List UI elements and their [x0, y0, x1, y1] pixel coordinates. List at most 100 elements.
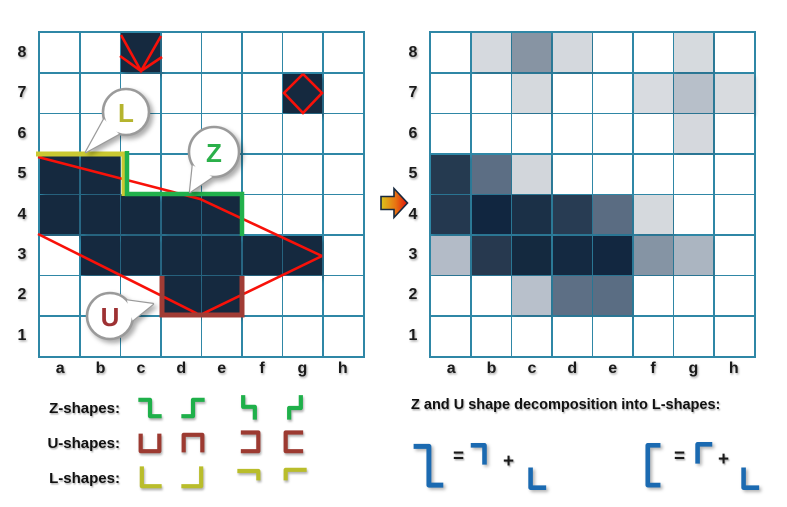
legend-label-z: Z-shapes: — [49, 399, 120, 417]
left-row-label-2: 2 — [17, 286, 27, 304]
left-cell-g8 — [283, 33, 323, 73]
right-cell-h3 — [714, 235, 754, 275]
right-col-label-f: f — [650, 360, 656, 377]
left-cell-g1 — [283, 316, 323, 356]
right-col-label-g: g — [688, 360, 699, 377]
right-row-label-6: 6 — [408, 124, 418, 142]
left-cell-c1 — [121, 316, 161, 356]
right-cell-e3 — [593, 235, 633, 275]
left-cell-b6 — [80, 114, 120, 154]
decomposition-title: Z and U shape decomposition into L-shape… — [411, 397, 721, 413]
left-row-label-8: 8 — [17, 44, 27, 61]
right-cell-c5 — [512, 154, 552, 194]
left-cell-c4 — [121, 195, 161, 235]
right-cell-c2 — [512, 276, 552, 316]
right-cell-a3 — [431, 235, 471, 275]
right-cell-a6 — [431, 114, 471, 154]
right-heatmap-board — [429, 31, 756, 358]
left-cell-b2 — [80, 276, 120, 316]
decomposition-equation-u: = + — [641, 437, 771, 499]
right-row-label-2: 2 — [408, 286, 418, 304]
right-cell-b7 — [471, 73, 511, 113]
right-cell-g3 — [674, 235, 714, 275]
u-open-bottom-icon — [181, 432, 205, 453]
legend-glyphs-u — [120, 429, 309, 457]
left-cell-b7 — [80, 73, 120, 113]
left-cell-e7 — [202, 73, 242, 113]
right-cell-h6 — [714, 114, 754, 154]
left-row-label-1: 1 — [17, 326, 27, 344]
right-row-label-8: 8 — [408, 44, 418, 61]
left-row-label-6: 6 — [17, 124, 27, 142]
right-cell-e6 — [593, 114, 633, 154]
right-cell-b8 — [471, 33, 511, 73]
corner-bottom-left-icon — [741, 467, 760, 490]
shape-legend: Z-shapes: U-shapes: L-shapes: — [30, 391, 360, 496]
left-cell-a3 — [40, 235, 80, 275]
z-shape-large-icon — [413, 443, 444, 488]
left-cell-e6 — [202, 114, 242, 154]
right-cell-b3 — [471, 235, 511, 275]
left-cell-f7 — [242, 73, 282, 113]
right-cell-e8 — [593, 33, 633, 73]
equals-sign: = — [674, 446, 686, 467]
left-cell-d8 — [161, 33, 201, 73]
left-cell-c2 — [121, 276, 161, 316]
u-open-right-icon — [283, 430, 304, 454]
legend-label-l: L-shapes: — [49, 469, 120, 487]
z-step-ru-icon — [181, 397, 205, 419]
left-row-label-7: 7 — [17, 84, 27, 102]
left-cell-g7 — [283, 73, 323, 113]
left-cell-g3 — [283, 235, 323, 275]
left-cell-g4 — [283, 195, 323, 235]
right-cell-g5 — [674, 154, 714, 194]
left-cell-f4 — [242, 195, 282, 235]
left-cell-d6 — [161, 114, 201, 154]
left-cell-e8 — [202, 33, 242, 73]
right-cell-f8 — [633, 33, 673, 73]
left-cell-h2 — [323, 276, 363, 316]
right-col-label-c: c — [527, 360, 537, 377]
right-cell-a2 — [431, 276, 471, 316]
left-cell-f5 — [242, 154, 282, 194]
legend-label-u: U-shapes: — [47, 434, 120, 452]
z-step-dv-icon — [241, 395, 257, 420]
l-top-right-icon — [237, 468, 261, 481]
right-cell-b2 — [471, 276, 511, 316]
u-open-top-icon — [138, 433, 162, 454]
left-cell-a1 — [40, 316, 80, 356]
right-row-label-4: 4 — [408, 205, 418, 223]
right-cell-h1 — [714, 316, 754, 356]
right-cell-b4 — [471, 195, 511, 235]
left-cell-c7 — [121, 73, 161, 113]
left-cell-d1 — [161, 316, 201, 356]
left-cell-a7 — [40, 73, 80, 113]
right-cell-c6 — [512, 114, 552, 154]
right-cell-g7 — [674, 73, 714, 113]
right-cell-e2 — [593, 276, 633, 316]
right-cell-g1 — [674, 316, 714, 356]
left-col-label-g: g — [297, 360, 308, 377]
right-row-label-7: 7 — [408, 84, 418, 102]
left-cell-e2 — [202, 276, 242, 316]
right-cell-a8 — [431, 33, 471, 73]
left-cell-d4 — [161, 195, 201, 235]
right-col-label-d: d — [567, 360, 578, 377]
left-col-label-d: d — [176, 360, 187, 377]
right-cell-a7 — [431, 73, 471, 113]
z-step-rd-icon — [138, 397, 162, 419]
left-cell-f6 — [242, 114, 282, 154]
right-cell-a1 — [431, 316, 471, 356]
right-cell-a5 — [431, 154, 471, 194]
right-cell-g2 — [674, 276, 714, 316]
right-cell-c8 — [512, 33, 552, 73]
right-cell-e7 — [593, 73, 633, 113]
right-cell-g8 — [674, 33, 714, 73]
corner-top-left-icon — [695, 442, 713, 464]
right-cell-c3 — [512, 235, 552, 275]
z-step-uv-icon — [287, 395, 303, 420]
right-cell-b6 — [471, 114, 511, 154]
left-cell-h8 — [323, 33, 363, 73]
decomposition-equation-z: = + — [410, 437, 560, 499]
right-cell-a4 — [431, 195, 471, 235]
